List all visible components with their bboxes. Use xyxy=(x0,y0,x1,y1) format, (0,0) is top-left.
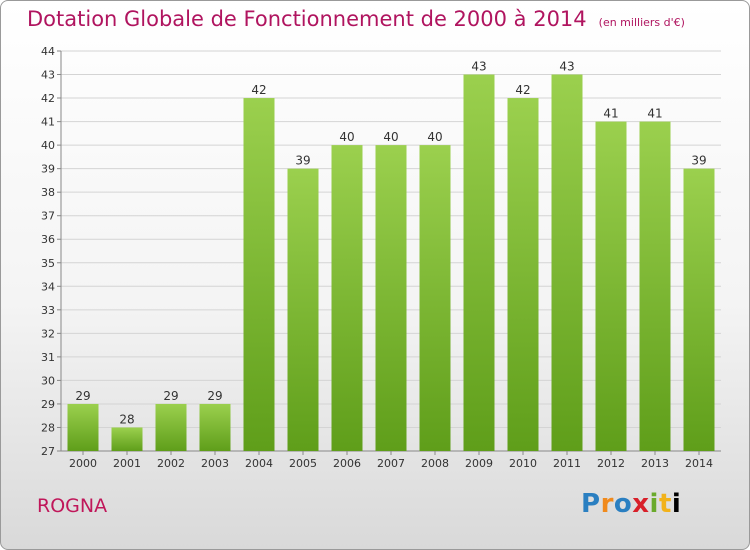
bar xyxy=(639,121,671,452)
y-tick-label: 40 xyxy=(41,139,55,152)
data-label: 29 xyxy=(163,389,178,403)
bar xyxy=(375,145,407,451)
bar xyxy=(287,168,319,451)
y-tick-label: 32 xyxy=(41,327,55,340)
bar xyxy=(463,74,495,451)
bar xyxy=(551,74,583,451)
x-tick-label: 2004 xyxy=(245,457,273,470)
chart-subtitle: (en milliers d'€) xyxy=(598,16,685,29)
y-tick-label: 27 xyxy=(41,445,55,458)
bar xyxy=(595,121,627,452)
x-tick-label: 2012 xyxy=(597,457,625,470)
y-tick-label: 41 xyxy=(41,116,55,129)
data-label: 28 xyxy=(119,412,134,426)
y-tick-label: 29 xyxy=(41,398,55,411)
y-tick-label: 38 xyxy=(41,186,55,199)
data-label: 40 xyxy=(427,130,442,144)
data-label: 40 xyxy=(339,130,354,144)
y-tick-label: 31 xyxy=(41,351,55,364)
commune-name: ROGNA xyxy=(37,495,108,517)
data-label: 29 xyxy=(207,389,222,403)
data-label: 39 xyxy=(691,154,706,168)
data-label: 39 xyxy=(295,154,310,168)
data-label: 40 xyxy=(383,130,398,144)
y-tick-label: 34 xyxy=(41,280,55,293)
bar xyxy=(199,403,231,451)
y-tick-label: 42 xyxy=(41,92,55,105)
y-axis-ticks: 27 28 29 30 31 32 33 34 35 36 37 38 39 40 41 42 43 44 xyxy=(41,45,61,458)
x-tick-label: 2010 xyxy=(509,457,537,470)
x-tick-label: 2008 xyxy=(421,457,449,470)
proxiti-logo: Proxiti xyxy=(581,489,682,519)
y-tick-label: 44 xyxy=(41,45,55,58)
data-label: 41 xyxy=(603,107,618,121)
bar xyxy=(419,145,451,451)
bar xyxy=(111,427,143,451)
x-tick-label: 2003 xyxy=(201,457,229,470)
data-label: 43 xyxy=(559,60,574,74)
x-axis-ticks: 2000 2001 2002 2003 2004 2005 2006 2007 2008 2009… xyxy=(69,451,713,470)
y-tick-label: 39 xyxy=(41,163,55,176)
data-label: 42 xyxy=(251,83,266,97)
bar xyxy=(243,98,275,451)
x-tick-label: 2013 xyxy=(641,457,669,470)
x-tick-label: 2001 xyxy=(113,457,141,470)
data-labels: 29 28 29 29 42 39 40 40 40 43 42 43 41 41 39 xyxy=(75,60,706,427)
bar xyxy=(67,403,99,451)
data-label: 42 xyxy=(515,83,530,97)
bar xyxy=(683,168,715,451)
data-label: 29 xyxy=(75,389,90,403)
x-tick-label: 2005 xyxy=(289,457,317,470)
bars xyxy=(67,74,715,452)
y-tick-label: 33 xyxy=(41,304,55,317)
y-tick-label: 43 xyxy=(41,69,55,82)
chart-title-block: Dotation Globale de Fonctionnement de 20… xyxy=(27,7,685,31)
x-tick-label: 2000 xyxy=(69,457,97,470)
bar xyxy=(331,145,363,451)
bar xyxy=(155,403,187,451)
x-tick-label: 2009 xyxy=(465,457,493,470)
x-tick-label: 2011 xyxy=(553,457,581,470)
x-tick-label: 2007 xyxy=(377,457,405,470)
x-tick-label: 2006 xyxy=(333,457,361,470)
data-label: 43 xyxy=(471,60,486,74)
y-tick-label: 30 xyxy=(41,374,55,387)
bar xyxy=(507,98,539,451)
x-tick-label: 2014 xyxy=(685,457,713,470)
chart-title: Dotation Globale de Fonctionnement de 20… xyxy=(27,7,587,31)
x-tick-label: 2002 xyxy=(157,457,185,470)
y-tick-label: 36 xyxy=(41,233,55,246)
y-tick-label: 28 xyxy=(41,421,55,434)
data-label: 41 xyxy=(647,107,662,121)
y-tick-label: 37 xyxy=(41,210,55,223)
y-tick-label: 35 xyxy=(41,257,55,270)
